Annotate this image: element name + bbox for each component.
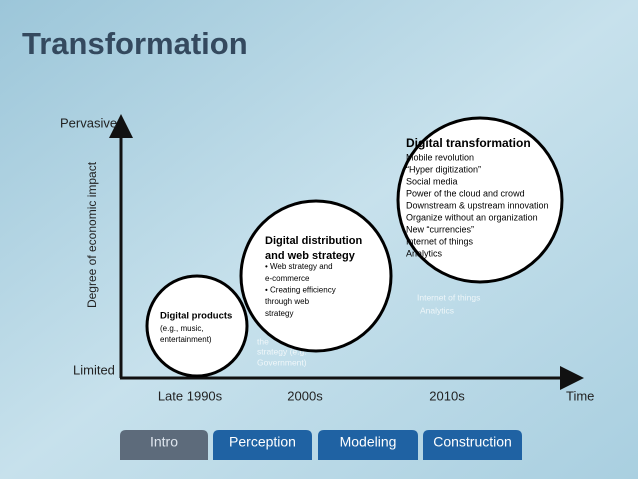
y-top-label: Pervasive — [60, 115, 117, 130]
tab-label[interactable]: Modeling — [340, 434, 397, 450]
stage-title: and web strategy — [265, 250, 356, 262]
stage-item: Power of the cloud and crowd — [406, 188, 525, 198]
x-label: 2000s — [287, 388, 323, 403]
stage-item: • Web strategy and — [265, 262, 333, 271]
stage-item: through web — [265, 297, 310, 306]
ghost-text: the — [257, 336, 269, 346]
ghost-text: Analytics — [420, 305, 454, 315]
stage-item: entertainment) — [160, 335, 212, 344]
stage-item: (e.g., music, — [160, 324, 204, 333]
stage-circle — [396, 116, 564, 284]
stage-title: Digital transformation — [406, 136, 531, 150]
stage-circle — [239, 199, 393, 353]
x-label: Late 1990s — [158, 388, 223, 403]
stage-item: strategy — [265, 309, 293, 318]
stage-item: Organize without an organization — [406, 212, 538, 222]
stage-title: Digital products — [160, 311, 232, 322]
stage-circle — [145, 274, 249, 378]
stage-item: Internet of things — [406, 236, 474, 246]
ghost-text: strategy (e.g. — [257, 346, 307, 356]
stage-item: Downstream & upstream innovation — [406, 200, 549, 210]
x-end-label: Time — [566, 388, 594, 403]
tab-label[interactable]: Perception — [229, 434, 296, 450]
stage-item: e-commerce — [265, 274, 310, 283]
stage-item: Social media — [406, 176, 458, 186]
stage-item: Mobile revolution — [406, 152, 474, 162]
tab-label[interactable]: Construction — [433, 434, 512, 450]
tab[interactable] — [318, 430, 418, 460]
ghost-text: Government) — [257, 357, 307, 367]
tab-label[interactable]: Intro — [150, 434, 178, 450]
ghost-text: Internet of things — [417, 292, 480, 302]
x-label: 2010s — [429, 388, 465, 403]
tab[interactable] — [423, 430, 522, 460]
stage-title: Digital distribution — [265, 235, 362, 247]
y-bottom-label: Limited — [73, 362, 115, 377]
stage-item: Analytics — [406, 248, 443, 258]
y-axis-label: Degree of economic impact — [85, 161, 99, 308]
stage-item: • Creating efficiency — [265, 286, 336, 295]
title: Transformation — [22, 26, 248, 61]
stage-item: “Hyper digitization” — [406, 164, 481, 174]
stage-item: New “currencies” — [406, 224, 474, 234]
tab[interactable] — [120, 430, 208, 460]
tab[interactable] — [213, 430, 312, 460]
